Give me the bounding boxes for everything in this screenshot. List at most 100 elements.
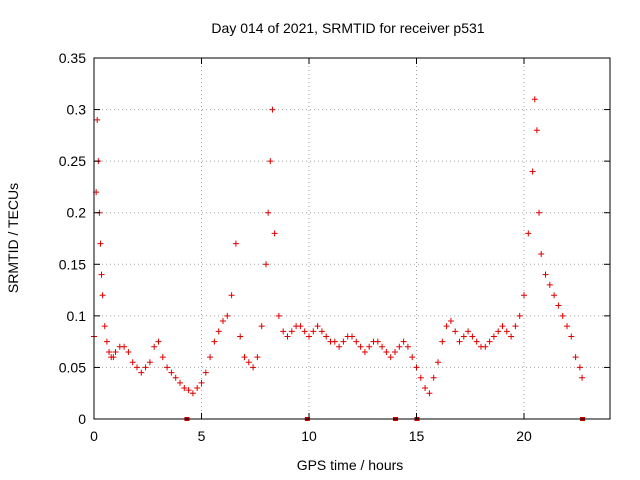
data-point (564, 323, 570, 330)
y-tick-label: 0.05 (59, 359, 86, 375)
data-point (263, 261, 269, 268)
data-point (211, 338, 218, 345)
data-point (258, 323, 265, 330)
data-point (297, 323, 304, 330)
x-tick-label: 5 (198, 428, 206, 444)
data-point (473, 338, 480, 345)
data-point (426, 390, 433, 397)
data-point (508, 333, 515, 340)
data-point (538, 250, 545, 257)
data-point (486, 338, 493, 345)
x-axis-ticks: 0 5 10 15 20 (90, 58, 532, 444)
data-point (392, 348, 398, 355)
data-point (379, 343, 386, 350)
data-point (516, 312, 523, 319)
data-point (482, 343, 489, 350)
data-point (353, 338, 360, 345)
data-point (340, 338, 347, 345)
data-point (98, 271, 105, 278)
y-tick-label: 0.25 (59, 153, 86, 169)
data-point (110, 354, 117, 361)
data-point (531, 96, 538, 103)
data-point (159, 354, 166, 361)
data-point (310, 328, 317, 335)
data-point (430, 374, 437, 381)
data-point (404, 343, 411, 350)
data-point (387, 354, 394, 361)
data-point (323, 333, 330, 340)
y-tick-label: 0.35 (59, 50, 86, 66)
data-point (224, 312, 231, 319)
data-point (155, 338, 162, 345)
data-point (374, 338, 381, 345)
data-point (97, 240, 104, 247)
data-point (465, 328, 472, 335)
data-point (267, 158, 274, 165)
data-point (551, 292, 558, 299)
data-point (435, 359, 441, 366)
data-point (254, 354, 261, 361)
data-point (151, 343, 158, 350)
plot-frame (93, 57, 611, 420)
data-point (138, 369, 145, 376)
data-point (301, 328, 308, 335)
data-point (572, 354, 579, 361)
data-point (194, 385, 201, 392)
data-point (241, 354, 248, 361)
data-point (306, 333, 312, 340)
data-point (318, 328, 325, 335)
data-point (495, 328, 502, 335)
data-point (250, 364, 257, 371)
x-tick-label: 0 (90, 428, 98, 444)
data-point (269, 106, 276, 113)
data-point (366, 343, 373, 350)
data-point (559, 312, 566, 319)
data-point (546, 281, 553, 288)
data-point (443, 323, 450, 330)
x-axis-label: GPS time / hours (297, 457, 404, 473)
data-point (164, 364, 171, 371)
data-point (237, 333, 244, 340)
y-tick-label: 0.15 (59, 256, 86, 272)
data-point (460, 333, 467, 340)
data-point (512, 323, 519, 330)
data-point (400, 338, 407, 345)
data-point (99, 292, 106, 299)
data-point (189, 390, 196, 397)
data-point (134, 364, 140, 371)
data-point (542, 271, 549, 278)
data-point (198, 379, 205, 386)
y-tick-label: 0.3 (67, 102, 87, 118)
data-point (265, 209, 272, 216)
data-point (469, 333, 476, 340)
data-point (396, 343, 403, 350)
data-point (499, 323, 506, 330)
data-point (331, 338, 338, 345)
data-point (439, 338, 446, 345)
data-point (106, 348, 113, 355)
x-tick-label: 20 (516, 428, 532, 444)
data-point (357, 343, 364, 350)
data-point (579, 374, 586, 381)
data-point (521, 292, 527, 299)
data-points (91, 96, 586, 397)
data-point (452, 328, 459, 335)
data-point (503, 328, 510, 335)
y-tick-label: 0.2 (67, 205, 87, 221)
data-point (576, 364, 583, 371)
y-axis-label: SRMTID / TECUs (5, 183, 21, 293)
data-point (349, 333, 355, 340)
data-point (215, 328, 222, 335)
data-point (172, 374, 179, 381)
data-point (533, 127, 540, 134)
data-point (417, 374, 424, 381)
data-point (383, 348, 390, 355)
data-point (202, 369, 209, 376)
data-point (129, 359, 136, 366)
data-point (314, 323, 321, 330)
data-point (456, 338, 463, 345)
data-point (275, 312, 282, 319)
data-point (271, 230, 278, 237)
data-point (555, 302, 562, 309)
